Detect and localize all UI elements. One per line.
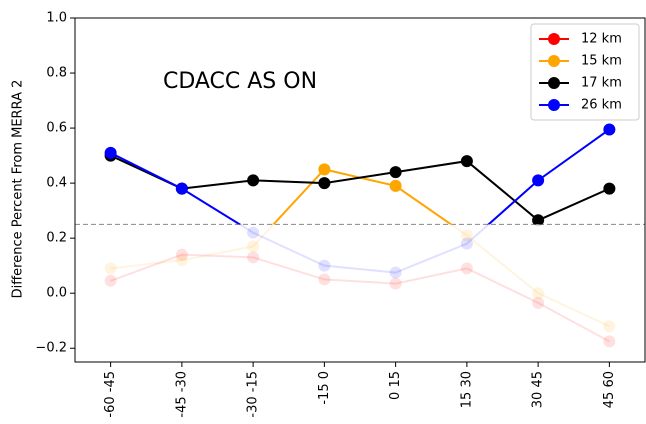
point [603, 123, 616, 136]
point [104, 262, 117, 275]
point [318, 163, 331, 176]
point [532, 214, 545, 225]
point [389, 179, 402, 192]
y-tick-label: −0.2 [35, 341, 67, 356]
point [247, 240, 260, 253]
legend-marker [548, 99, 560, 111]
y-tick-label: 1.0 [46, 11, 67, 26]
point [460, 262, 473, 275]
legend-label: 12 km [581, 32, 622, 47]
full-layer [104, 123, 616, 225]
point [104, 146, 117, 159]
point [603, 320, 616, 333]
faded-layer [104, 123, 616, 348]
x-tick-label: 0 15 [388, 371, 403, 400]
y-tick-label: 0.0 [46, 286, 67, 301]
point [460, 229, 473, 242]
x-tick-label: 45 60 [602, 371, 617, 408]
x-tick-label: -15 0 [317, 371, 332, 405]
annotation: CDACC AS ON [163, 69, 317, 94]
point [603, 335, 616, 348]
x-tick-label: 15 30 [459, 371, 474, 408]
point [389, 277, 402, 290]
point [175, 182, 188, 195]
point [603, 182, 616, 195]
legend-label: 15 km [581, 54, 622, 69]
x-tick-label: -60 -45 [103, 371, 118, 418]
y-axis-label: Difference Percent From MERRA 2 [11, 80, 26, 299]
legend-label: 17 km [581, 76, 622, 91]
point [532, 174, 545, 187]
point [460, 155, 473, 168]
legend-marker [548, 55, 560, 67]
series-line [110, 128, 610, 225]
plot-frame [74, 17, 646, 363]
point [247, 251, 260, 264]
legend-marker [548, 77, 560, 89]
point [175, 254, 188, 267]
legend-label: 26 km [581, 98, 622, 113]
y-tick-label: 0.6 [46, 121, 67, 136]
x-tick-label: -45 -30 [174, 371, 189, 418]
y-tick-label: 0.8 [46, 66, 67, 81]
point [104, 274, 117, 287]
legend-marker [548, 33, 560, 45]
point [389, 166, 402, 179]
point [247, 174, 260, 187]
x-tick-label: -30 -15 [246, 371, 261, 418]
point [389, 266, 402, 279]
point [318, 177, 331, 190]
point [532, 296, 545, 309]
point [532, 287, 545, 300]
legend-box [530, 23, 640, 121]
point [318, 259, 331, 272]
point [318, 273, 331, 286]
point [460, 237, 473, 250]
x-tick-label: 30 45 [531, 371, 546, 408]
series-line [110, 154, 610, 222]
point [247, 226, 260, 239]
y-tick-label: 0.2 [46, 231, 67, 246]
y-tick-label: 0.4 [46, 176, 67, 191]
point [175, 248, 188, 261]
series-line [110, 253, 610, 343]
